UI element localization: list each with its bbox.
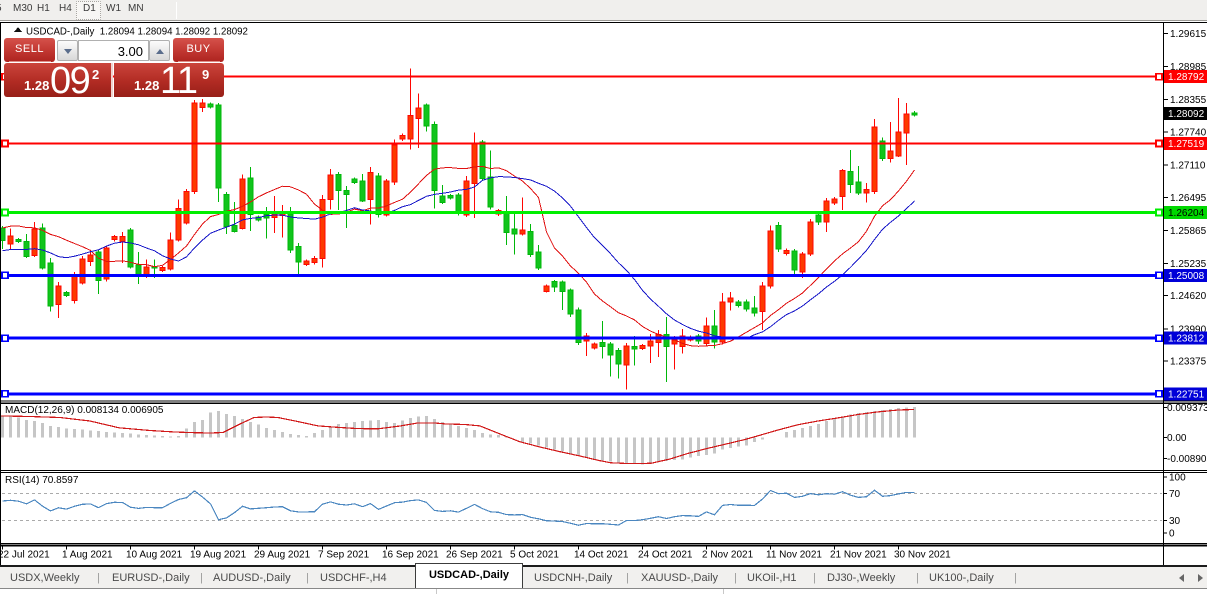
svg-text:7 Sep 2021: 7 Sep 2021	[318, 550, 370, 561]
svg-text:0.009373: 0.009373	[1167, 403, 1207, 414]
svg-text:26 Sep 2021: 26 Sep 2021	[446, 550, 503, 561]
svg-text:2 Nov 2021: 2 Nov 2021	[702, 550, 754, 561]
svg-text:1.28092: 1.28092	[1168, 109, 1205, 120]
svg-text:MACD(12,26,9) 0.008134 0.00690: MACD(12,26,9) 0.008134 0.006905	[5, 405, 164, 416]
svg-text:USDCAD-,Daily 1.28094 1.28094: USDCAD-,Daily 1.28094 1.28094 1.28092 1.…	[26, 27, 248, 38]
svg-text:1.26495: 1.26495	[1170, 193, 1207, 204]
svg-text:11 Nov 2021: 11 Nov 2021	[766, 550, 822, 561]
svg-text:70: 70	[1169, 489, 1181, 500]
svg-text:1.27519: 1.27519	[1168, 139, 1205, 150]
svg-text:1.25008: 1.25008	[1168, 271, 1205, 282]
svg-text:1 Aug 2021: 1 Aug 2021	[62, 550, 113, 561]
svg-text:5 Oct 2021: 5 Oct 2021	[510, 550, 559, 561]
svg-text:30 Nov 2021: 30 Nov 2021	[894, 550, 951, 561]
svg-text:1.25865: 1.25865	[1170, 226, 1207, 237]
svg-text:1.23812: 1.23812	[1168, 334, 1205, 345]
svg-text:1.28792: 1.28792	[1168, 72, 1205, 83]
svg-text:1.26204: 1.26204	[1168, 208, 1205, 219]
svg-text:1.28355: 1.28355	[1170, 95, 1207, 106]
svg-text:1.23990: 1.23990	[1170, 324, 1207, 335]
svg-text:21 Nov 2021: 21 Nov 2021	[830, 550, 887, 561]
svg-text:29 Aug 2021: 29 Aug 2021	[254, 550, 311, 561]
svg-text:1.24620: 1.24620	[1170, 291, 1207, 302]
svg-text:24 Oct 2021: 24 Oct 2021	[638, 550, 693, 561]
svg-text:1.25235: 1.25235	[1170, 259, 1207, 270]
svg-text:14 Oct 2021: 14 Oct 2021	[574, 550, 629, 561]
svg-text:0.00: 0.00	[1167, 433, 1187, 444]
svg-text:1.22751: 1.22751	[1168, 389, 1205, 400]
svg-text:19 Aug 2021: 19 Aug 2021	[190, 550, 247, 561]
svg-text:1.23375: 1.23375	[1170, 357, 1207, 368]
svg-text:1.27740: 1.27740	[1170, 127, 1207, 138]
svg-text:16 Sep 2021: 16 Sep 2021	[382, 550, 439, 561]
svg-text:22 Jul 2021: 22 Jul 2021	[0, 550, 50, 561]
svg-text:0: 0	[1169, 529, 1175, 540]
svg-text:RSI(14) 70.8597: RSI(14) 70.8597	[5, 475, 79, 486]
svg-text:1.28985: 1.28985	[1170, 62, 1207, 73]
svg-text:1.29615: 1.29615	[1170, 29, 1207, 40]
svg-text:-0.008903: -0.008903	[1167, 454, 1207, 465]
svg-text:30: 30	[1169, 516, 1181, 527]
svg-text:100: 100	[1169, 473, 1186, 484]
svg-text:1.27110: 1.27110	[1170, 161, 1206, 172]
svg-text:10 Aug 2021: 10 Aug 2021	[126, 550, 183, 561]
